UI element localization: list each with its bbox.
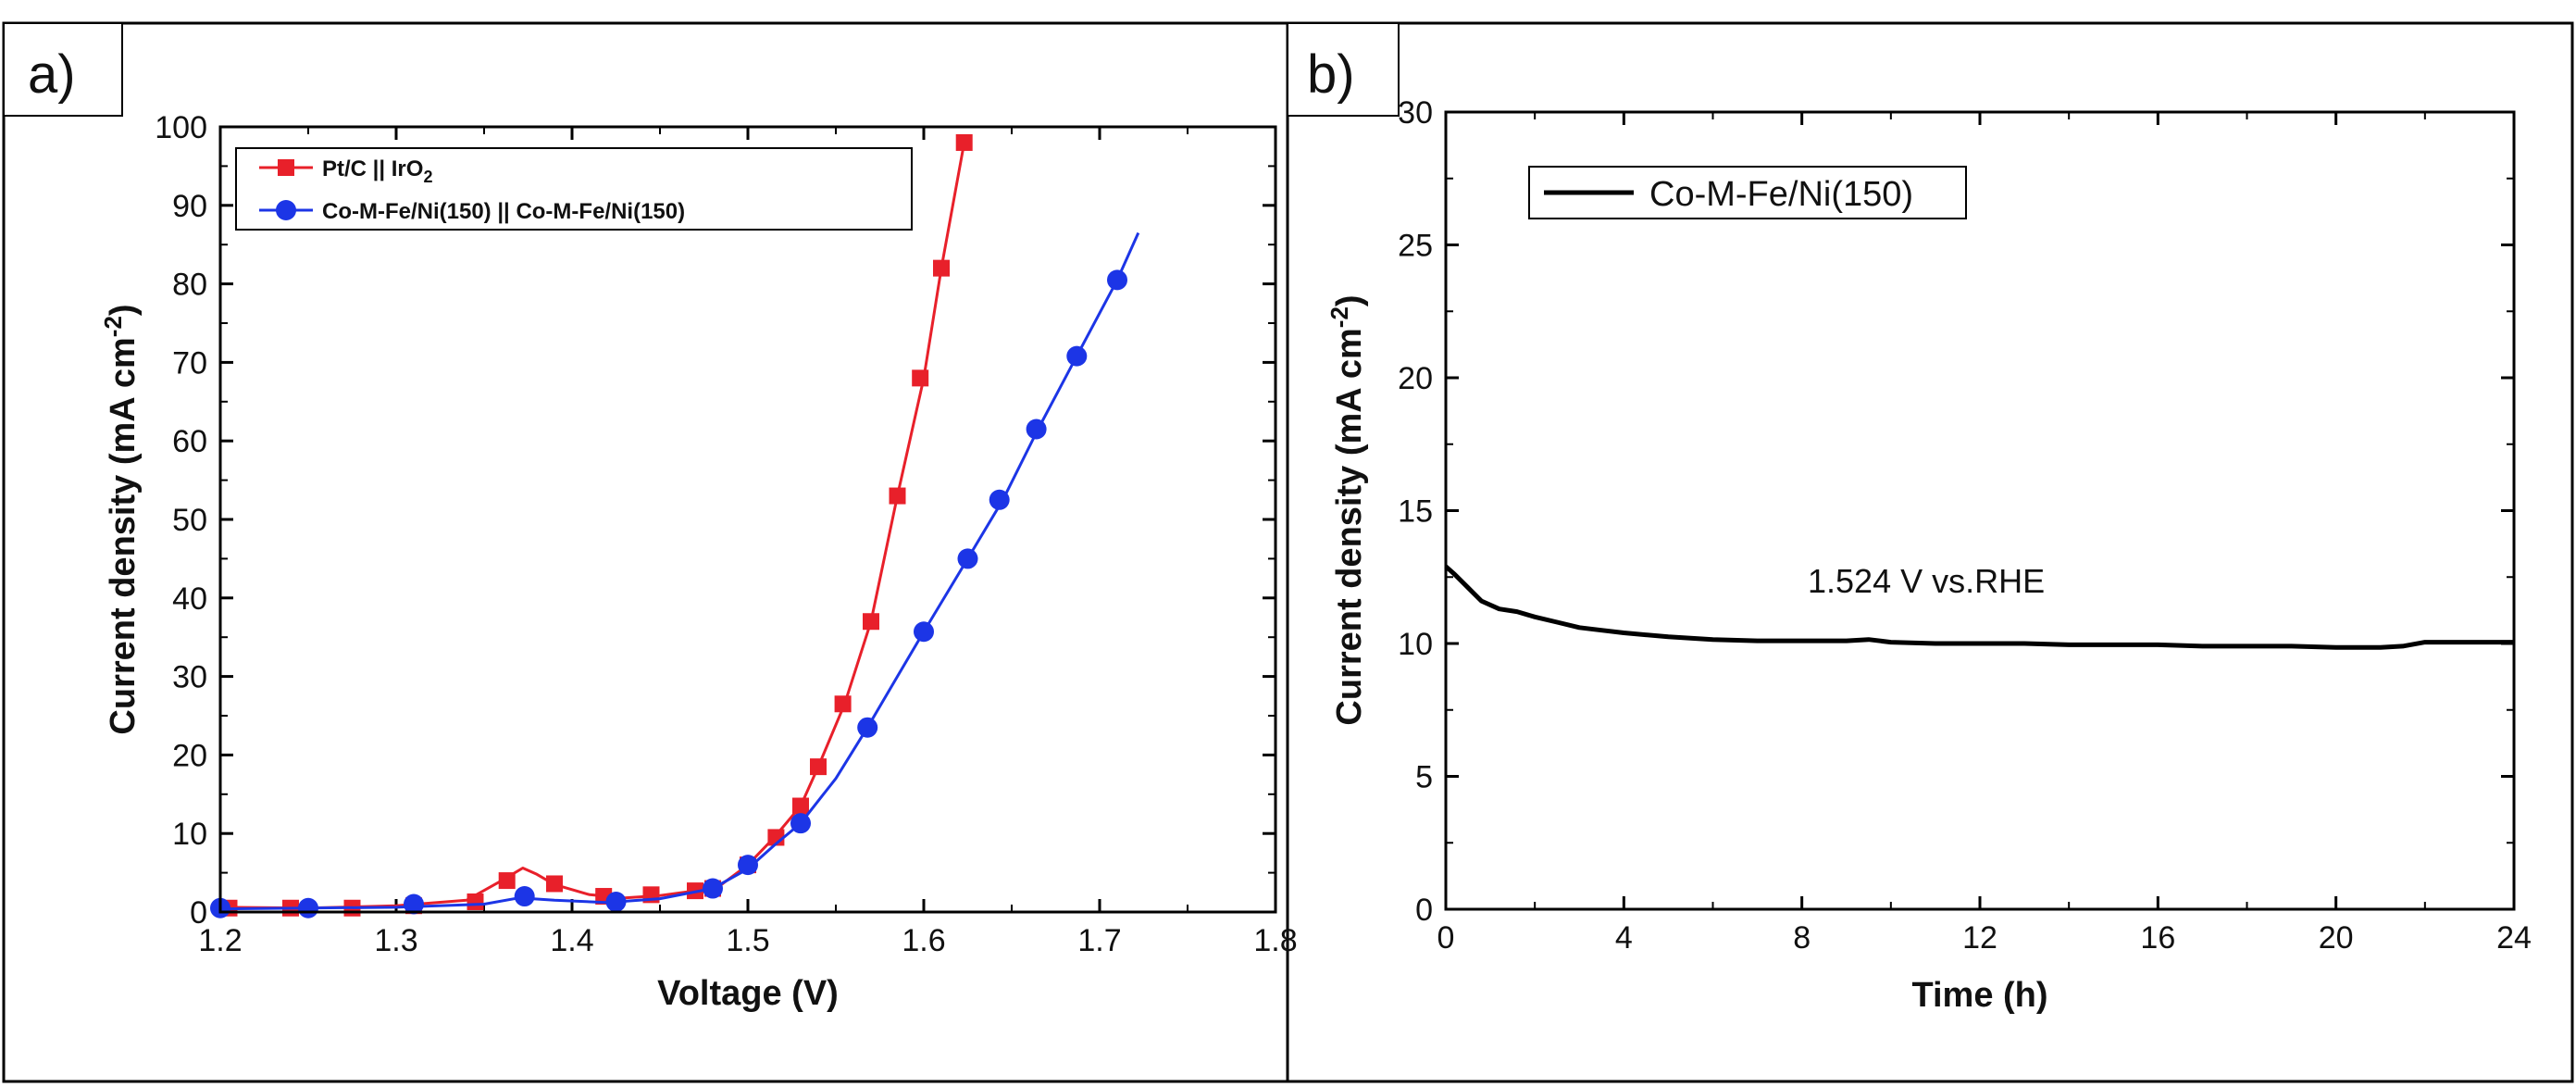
panel-b-y-tick-label: 0 bbox=[1415, 893, 1433, 928]
panel-a-series-0-point bbox=[933, 259, 950, 277]
panel-a-series-0-point bbox=[955, 133, 973, 151]
panel-a: a) 1.2 1.3 1.4 1.5 1.6 1.7 1.8 0 10 20 30 40 50 60 70 8… bbox=[3, 22, 1298, 1013]
panel-a-x-axis-title: Voltage (V) bbox=[657, 974, 839, 1013]
panel-a-series-1-point bbox=[514, 886, 535, 907]
panel-b-y-tick-label: 30 bbox=[1398, 95, 1433, 131]
panel-a-y-tick-label: 70 bbox=[172, 345, 207, 381]
panel-a-legend: Pt/C || IrO2 Co-M-Fe/Ni(150) || Co-M-Fe/… bbox=[235, 147, 913, 231]
panel-a-y-axis-title-close: ) bbox=[104, 304, 143, 316]
panel-a-legend-box bbox=[235, 147, 913, 231]
panel-b-x-tick-label: 12 bbox=[1962, 920, 1997, 956]
panel-b-y-tick-label: 25 bbox=[1398, 229, 1433, 264]
panel-a-x-tick-label: 1.4 bbox=[550, 923, 593, 958]
legend-label-comfe: Co-M-Fe/Ni(150) || Co-M-Fe/Ni(150) bbox=[322, 199, 685, 224]
panel-b-plot: 0 4 8 12 16 20 24 0 5 10 15 20 25 30 bbox=[1398, 95, 2532, 956]
panel-a-series bbox=[210, 133, 1140, 918]
panel-a-series-0-point bbox=[792, 797, 809, 815]
panel-a-series-1-point bbox=[957, 548, 978, 569]
legend-label-comfe-b: Co-M-Fe/Ni(150) bbox=[1649, 175, 1913, 214]
panel-a-label-box bbox=[3, 22, 123, 117]
panel-a-x-tick-label: 1.3 bbox=[374, 923, 417, 958]
legend-label-ptc-main: Pt/C || IrO bbox=[322, 156, 423, 181]
panel-a-series-0-point bbox=[810, 758, 827, 776]
panel-b-x-tick-label: 8 bbox=[1793, 920, 1811, 956]
panel-a-y-tick-label: 30 bbox=[172, 660, 207, 695]
panel-b-y-axis-title: Current density (mA cm-2) bbox=[1325, 294, 1369, 725]
panel-a-series-1-point bbox=[790, 813, 811, 834]
panel-a-y-tick-label: 40 bbox=[172, 581, 207, 617]
panel-a-x-tick-label: 1.2 bbox=[198, 923, 242, 958]
panel-a-y-axis-title-main: Current density (mA cm bbox=[104, 337, 143, 734]
panel-a-series-0-point bbox=[834, 695, 852, 713]
panel-a-series-0-point bbox=[467, 893, 484, 910]
panel-b-x-tick-label: 24 bbox=[2496, 920, 2532, 956]
panel-a-y-tick-label: 50 bbox=[172, 503, 207, 538]
panel-a-y-tick-label: 80 bbox=[172, 268, 207, 303]
panel-a-y-tick-label: 10 bbox=[172, 817, 207, 852]
panel-b-axes-frame bbox=[1444, 110, 2516, 911]
panel-a-plot: 1.2 1.3 1.4 1.5 1.6 1.7 1.8 0 10 20 30 40 50 60 70 80 90… bbox=[155, 110, 1297, 958]
panel-a-series-1-point bbox=[703, 878, 723, 899]
panel-b-series-0-line bbox=[1444, 564, 2514, 650]
panel-b-label-box bbox=[1287, 22, 1400, 117]
panel-b: b) 0 4 8 12 16 20 24 0 5 10 15 20 25 30 Time (h) Curr… bbox=[1287, 22, 2532, 1015]
panel-a-x-tick-label: 1.5 bbox=[726, 923, 769, 958]
legend-marker-comfe bbox=[276, 200, 296, 220]
panel-b-legend: Co-M-Fe/Ni(150) bbox=[1528, 166, 1967, 219]
panel-a-series-1-point bbox=[605, 891, 627, 912]
panel-a-x-tick-label: 1.6 bbox=[902, 923, 945, 958]
panel-b-annotation: 1.524 V vs.RHE bbox=[1808, 562, 2045, 600]
panel-b-label: b) bbox=[1307, 44, 1355, 105]
panel-a-y-axis-title: Current density (mA cm-2) bbox=[99, 304, 143, 734]
legend-label-ptc: Pt/C || IrO2 bbox=[322, 156, 432, 186]
panel-a-series-1-point bbox=[298, 897, 318, 918]
panel-a-ticks: 1.2 1.3 1.4 1.5 1.6 1.7 1.8 0 10 20 30 40 50 60 70 80 90… bbox=[155, 110, 1297, 958]
panel-b-x-tick-label: 16 bbox=[2140, 920, 2175, 956]
panel-a-series-1-point bbox=[738, 855, 758, 876]
panel-b-x-tick-label: 0 bbox=[1437, 920, 1455, 956]
panel-b-y-tick-label: 20 bbox=[1398, 361, 1433, 396]
panel-b-x-tick-label: 20 bbox=[2319, 920, 2354, 956]
legend-label-ptc-sub: 2 bbox=[423, 168, 432, 186]
panel-a-series-0-point bbox=[863, 613, 879, 631]
panel-b-y-tick-label: 15 bbox=[1398, 494, 1433, 530]
panel-b-y-axis-title-main: Current density (mA cm bbox=[1330, 328, 1369, 725]
panel-b-series bbox=[1444, 564, 2514, 650]
panel-a-series-1-point bbox=[1026, 419, 1047, 440]
panel-a-series-1-point bbox=[914, 621, 934, 643]
panel-a-y-tick-label: 60 bbox=[172, 424, 207, 459]
panel-a-series-0-point bbox=[546, 875, 563, 893]
panel-b-y-axis-title-close: ) bbox=[1330, 294, 1369, 306]
panel-a-series-1-point bbox=[857, 717, 878, 738]
panel-a-series-0-point bbox=[912, 369, 929, 387]
panel-a-y-tick-label: 100 bbox=[155, 110, 207, 145]
panel-a-x-tick-label: 1.7 bbox=[1077, 923, 1121, 958]
panel-a-series-1-point bbox=[1066, 345, 1088, 367]
panel-a-x-tick-label: 1.8 bbox=[1253, 923, 1297, 958]
panel-a-label: a) bbox=[28, 44, 76, 105]
panel-a-series-1-point bbox=[989, 489, 1010, 510]
panel-a-y-tick-label: 20 bbox=[172, 738, 207, 773]
panel-b-y-axis-title-sup: -2 bbox=[1325, 306, 1353, 328]
panel-a-y-axis-title-sup: -2 bbox=[99, 316, 127, 337]
panel-a-series-0-point bbox=[498, 872, 516, 890]
panel-a-axes-frame bbox=[218, 125, 1277, 914]
panel-a-series-1-point bbox=[404, 893, 424, 915]
panel-b-x-tick-label: 4 bbox=[1615, 920, 1633, 956]
legend-marker-ptc bbox=[278, 159, 294, 176]
panel-a-series-0-point bbox=[889, 487, 906, 505]
panel-a-series-1-line bbox=[219, 231, 1140, 911]
panel-a-y-tick-label: 0 bbox=[190, 895, 207, 931]
panel-b-x-axis-title: Time (h) bbox=[1911, 976, 2047, 1015]
panel-b-y-tick-label: 10 bbox=[1398, 627, 1433, 662]
panel-b-ticks: 0 4 8 12 16 20 24 0 5 10 15 20 25 30 bbox=[1398, 95, 2532, 956]
panel-a-series-0-line bbox=[219, 142, 966, 910]
panel-a-y-tick-label: 90 bbox=[172, 189, 207, 224]
panel-b-y-tick-label: 5 bbox=[1415, 760, 1433, 795]
panel-a-series-1-point bbox=[1107, 269, 1127, 291]
